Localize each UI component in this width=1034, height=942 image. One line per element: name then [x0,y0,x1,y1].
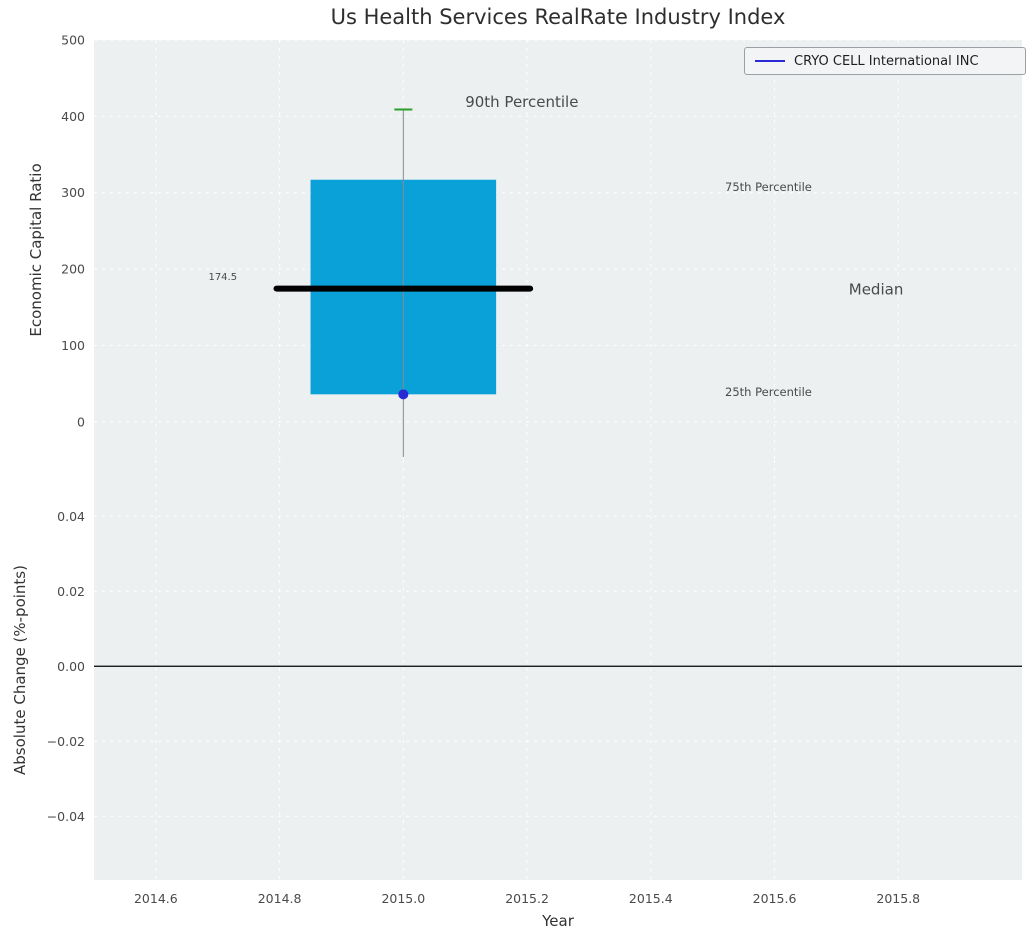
subplot-bg-bottom [94,460,1022,880]
annotation-p90-label: 90th Percentile [465,93,578,111]
y-tick-label-bottom: −0.04 [47,809,85,824]
y-tick-label-top: 500 [61,33,85,48]
legend-line-swatch [755,60,785,62]
y-tick-label-top: 0 [77,414,85,429]
y-tick-label-top: 300 [61,185,85,200]
y-tick-label-bottom: 0.00 [57,659,85,674]
y-tick-label-top: 200 [61,262,85,277]
x-tick-label: 2015.4 [629,891,673,906]
x-axis-label: Year [542,912,574,930]
x-tick-label: 2015.8 [876,891,920,906]
y-tick-label-bottom: 0.04 [57,509,85,524]
y-tick-label-top: 100 [61,338,85,353]
subplot-bg-top [94,40,1022,460]
annotation-p25-label: 25th Percentile [725,385,812,399]
y-tick-label-bottom: 0.02 [57,584,85,599]
x-tick-label: 2015.0 [381,891,425,906]
annotation-median-value: 174.5 [208,272,237,283]
gridlines [94,39,1022,460]
legend-label: CRYO CELL International INC [794,53,979,69]
x-tick-label: 2014.6 [134,891,178,906]
x-tick-label: 2015.2 [505,891,549,906]
y-tick-label-bottom: −0.02 [47,734,85,749]
chart-title: Us Health Services RealRate Industry Ind… [330,5,786,29]
company-dot [398,389,409,400]
legend: CRYO CELL International INC [744,47,1026,75]
annotation-p75-label: 75th Percentile [725,180,812,194]
y-axis-label-bottom: Absolute Change (%-points) [11,565,29,775]
y-tick-label-top: 400 [61,109,85,124]
y-axis-label-top: Economic Capital Ratio [27,163,45,337]
x-tick-label: 2014.8 [258,891,302,906]
annotation-median-label: Median [849,280,904,298]
x-tick-label: 2015.6 [753,891,797,906]
